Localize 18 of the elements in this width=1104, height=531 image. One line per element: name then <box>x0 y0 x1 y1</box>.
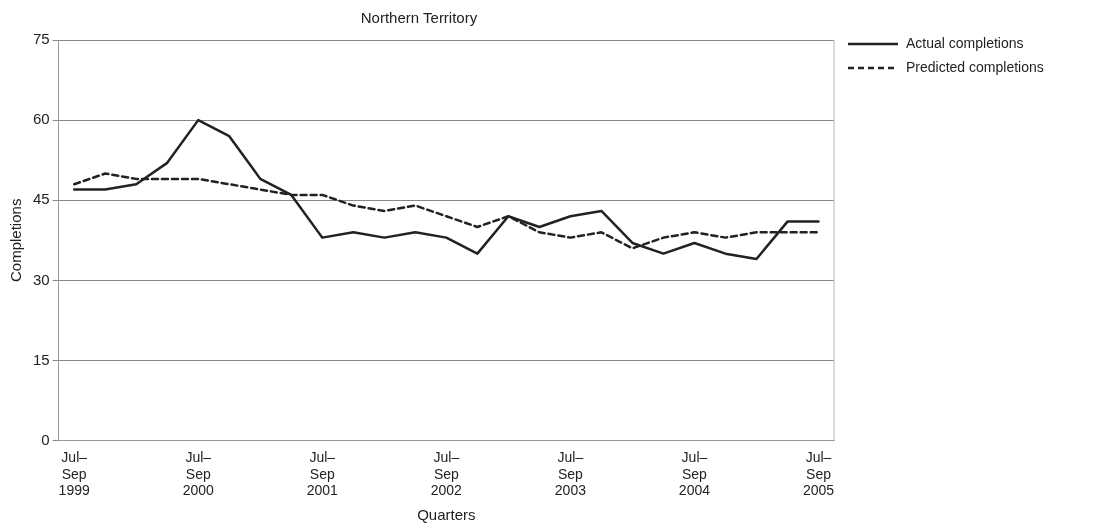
chart-title: Northern Territory <box>360 9 478 27</box>
y-tick-label: 75 <box>33 30 50 48</box>
x-tick-label: Jul– Sep 2004 <box>678 448 711 499</box>
x-tick-label: Jul– Sep 2003 <box>554 448 587 499</box>
x-axis-title: Quarters <box>417 506 476 524</box>
x-tick-label: Jul– Sep 1999 <box>58 448 90 499</box>
y-tick-label: 15 <box>33 350 50 368</box>
y-tick-label: 60 <box>33 110 50 128</box>
y-tick-label: 45 <box>33 190 50 208</box>
legend-label: Predicted completions <box>906 58 1044 75</box>
y-tick-label: 30 <box>33 270 50 288</box>
x-tick-label: Jul– Sep 2001 <box>306 448 339 499</box>
x-tick-label: Jul– Sep 2000 <box>182 448 215 499</box>
y-tick-label: 0 <box>41 430 50 448</box>
x-tick-label: Jul– Sep 2005 <box>802 448 835 499</box>
x-tick-label: Jul– Sep 2002 <box>430 448 463 499</box>
y-axis-title: Completions <box>7 198 25 282</box>
legend-label: Actual completions <box>906 34 1024 51</box>
